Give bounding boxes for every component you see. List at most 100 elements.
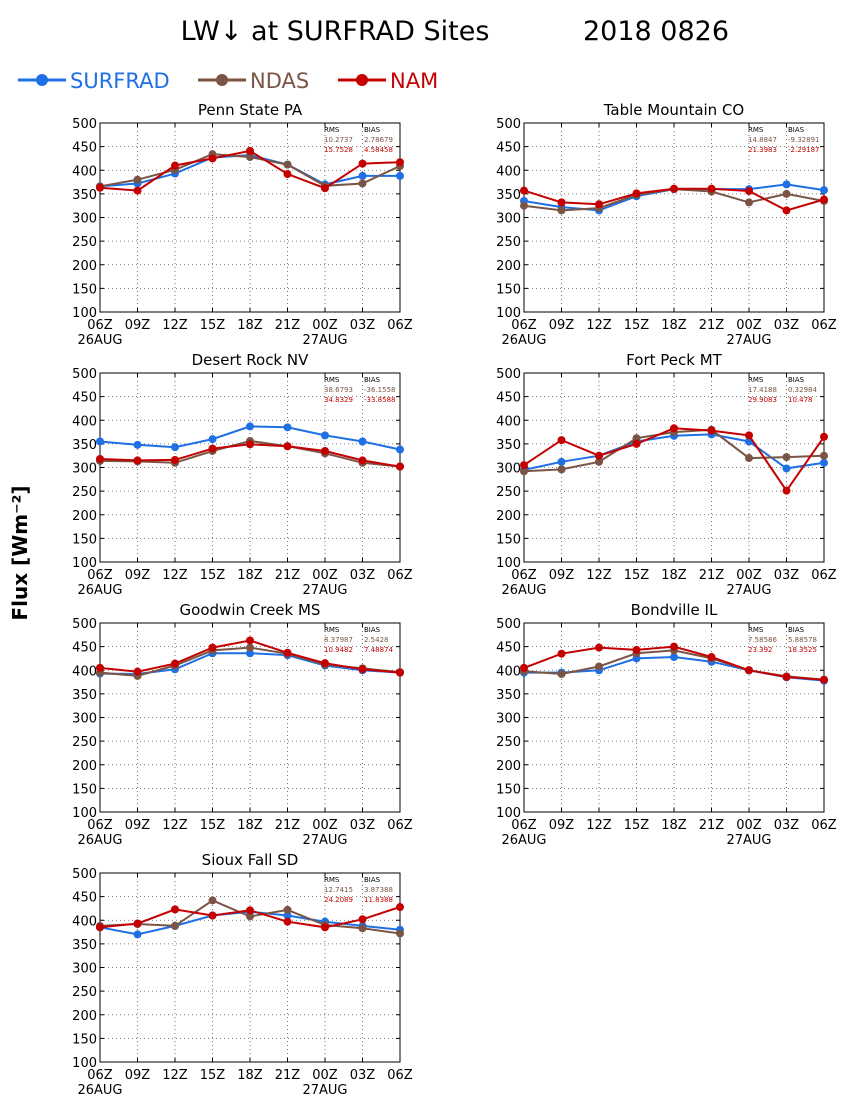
data-point	[745, 666, 753, 675]
data-point	[358, 665, 367, 674]
stats-ndas-bias: -9.32891	[788, 136, 819, 144]
y-tick-label: 400	[496, 664, 521, 679]
data-point	[208, 643, 217, 652]
stats-nam-bias: 10.478	[788, 396, 813, 404]
y-tick-label: 250	[496, 735, 521, 750]
data-point	[283, 917, 292, 926]
x-date-label: 26AUG	[501, 333, 546, 348]
y-tick-label: 450	[496, 641, 521, 656]
x-tick-label: 06Z	[811, 568, 837, 583]
data-point	[820, 675, 828, 684]
x-date-label: 27AUG	[726, 583, 771, 598]
data-point	[782, 486, 791, 495]
y-tick-label: 450	[72, 641, 97, 656]
data-point	[557, 198, 566, 207]
panel-table-mountain-co: Table Mountain CO 100 150 200 250 300 350 400 45…	[496, 101, 837, 348]
data-point	[782, 180, 791, 189]
x-date-label: 27AUG	[726, 333, 771, 348]
stats-rms-header: RMS	[748, 626, 764, 634]
x-tick-label: 09Z	[125, 818, 151, 833]
data-point	[321, 184, 329, 193]
data-point	[595, 451, 603, 460]
panel-title: Fort Peck MT	[626, 351, 722, 369]
y-tick-label: 500	[72, 867, 97, 882]
stats-ndas-bias: 2.5428	[364, 636, 389, 644]
stats-nam-rms: 34.8329	[324, 396, 353, 404]
data-point	[782, 189, 791, 198]
y-tick-label: 350	[496, 688, 521, 703]
stats-ndas-bias: 2.78679	[364, 136, 393, 144]
data-point	[96, 437, 104, 446]
panel-sioux-fall-sd: Sioux Fall SD 100 150 200 250 300 350 400 450 500…	[72, 851, 413, 1098]
y-tick-label: 200	[72, 759, 97, 774]
y-axis-label: Flux [Wm⁻²]	[8, 485, 32, 620]
stats-nam-bias: -2.29187	[788, 146, 819, 154]
x-tick-label: 21Z	[275, 318, 301, 333]
y-tick-label: 450	[72, 891, 97, 906]
stats-rms-header: RMS	[324, 626, 340, 634]
x-tick-label: 06Z	[87, 568, 113, 583]
x-date-label: 27AUG	[726, 833, 771, 848]
x-tick-label: 06Z	[87, 818, 113, 833]
y-tick-label: 500	[72, 617, 97, 632]
x-tick-label: 15Z	[200, 318, 226, 333]
data-point	[782, 464, 791, 473]
data-point	[246, 912, 254, 921]
y-tick-label: 150	[72, 282, 97, 297]
legend-label: NAM	[390, 69, 438, 93]
y-tick-label: 150	[496, 532, 521, 547]
x-tick-label: 18Z	[237, 318, 263, 333]
data-point	[358, 924, 367, 933]
x-tick-label: 03Z	[350, 1068, 376, 1083]
y-tick-label: 400	[496, 164, 521, 179]
data-point	[520, 467, 528, 476]
stats-nam-bias: -33.8588	[364, 396, 395, 404]
x-tick-label: 00Z	[736, 568, 762, 583]
data-point	[557, 206, 566, 215]
stats-rms-header: RMS	[324, 876, 340, 884]
y-tick-label: 300	[496, 712, 521, 727]
figure-date: 2018 0826	[583, 16, 729, 47]
y-tick-label: 500	[72, 117, 97, 132]
stats-bias-header: BIAS	[364, 126, 381, 134]
x-date-label: 27AUG	[302, 1083, 347, 1098]
data-point	[820, 451, 828, 460]
data-point	[396, 158, 404, 167]
y-tick-label: 250	[496, 235, 521, 250]
data-point	[246, 643, 254, 652]
data-point	[133, 667, 142, 676]
data-point	[745, 454, 753, 463]
data-point	[520, 663, 528, 672]
x-tick-label: 15Z	[200, 568, 226, 583]
y-tick-label: 150	[72, 1032, 97, 1047]
x-tick-label: 18Z	[661, 568, 687, 583]
stats-ndas-rms: 10.2737	[324, 136, 353, 144]
data-point	[557, 670, 566, 679]
x-tick-label: 00Z	[312, 818, 338, 833]
data-point	[782, 453, 791, 462]
data-point	[396, 903, 404, 912]
y-tick-label: 250	[72, 735, 97, 750]
data-point	[96, 663, 104, 672]
y-tick-label: 200	[496, 259, 521, 274]
data-point	[557, 457, 566, 466]
grid	[100, 373, 400, 562]
stats-bias-header: BIAS	[788, 376, 805, 384]
data-point	[745, 198, 753, 207]
panel-penn-state-pa: Penn State PA 100 150 200 250 300 350 400 450 500…	[72, 101, 413, 348]
y-tick-label: 500	[496, 617, 521, 632]
y-tick-label: 250	[496, 485, 521, 500]
data-point	[208, 435, 217, 444]
data-point	[707, 426, 716, 435]
x-tick-label: 21Z	[699, 818, 725, 833]
series-surfrad	[96, 422, 404, 454]
x-tick-label: 03Z	[350, 818, 376, 833]
data-point	[557, 649, 566, 658]
stats-rms-header: RMS	[748, 126, 764, 134]
series-nam	[96, 903, 404, 932]
x-tick-label: 21Z	[699, 568, 725, 583]
stats-ndas-bias: 3.87388	[364, 886, 393, 894]
x-tick-label: 21Z	[699, 318, 725, 333]
legend-marker	[216, 74, 228, 86]
y-tick-label: 300	[496, 462, 521, 477]
